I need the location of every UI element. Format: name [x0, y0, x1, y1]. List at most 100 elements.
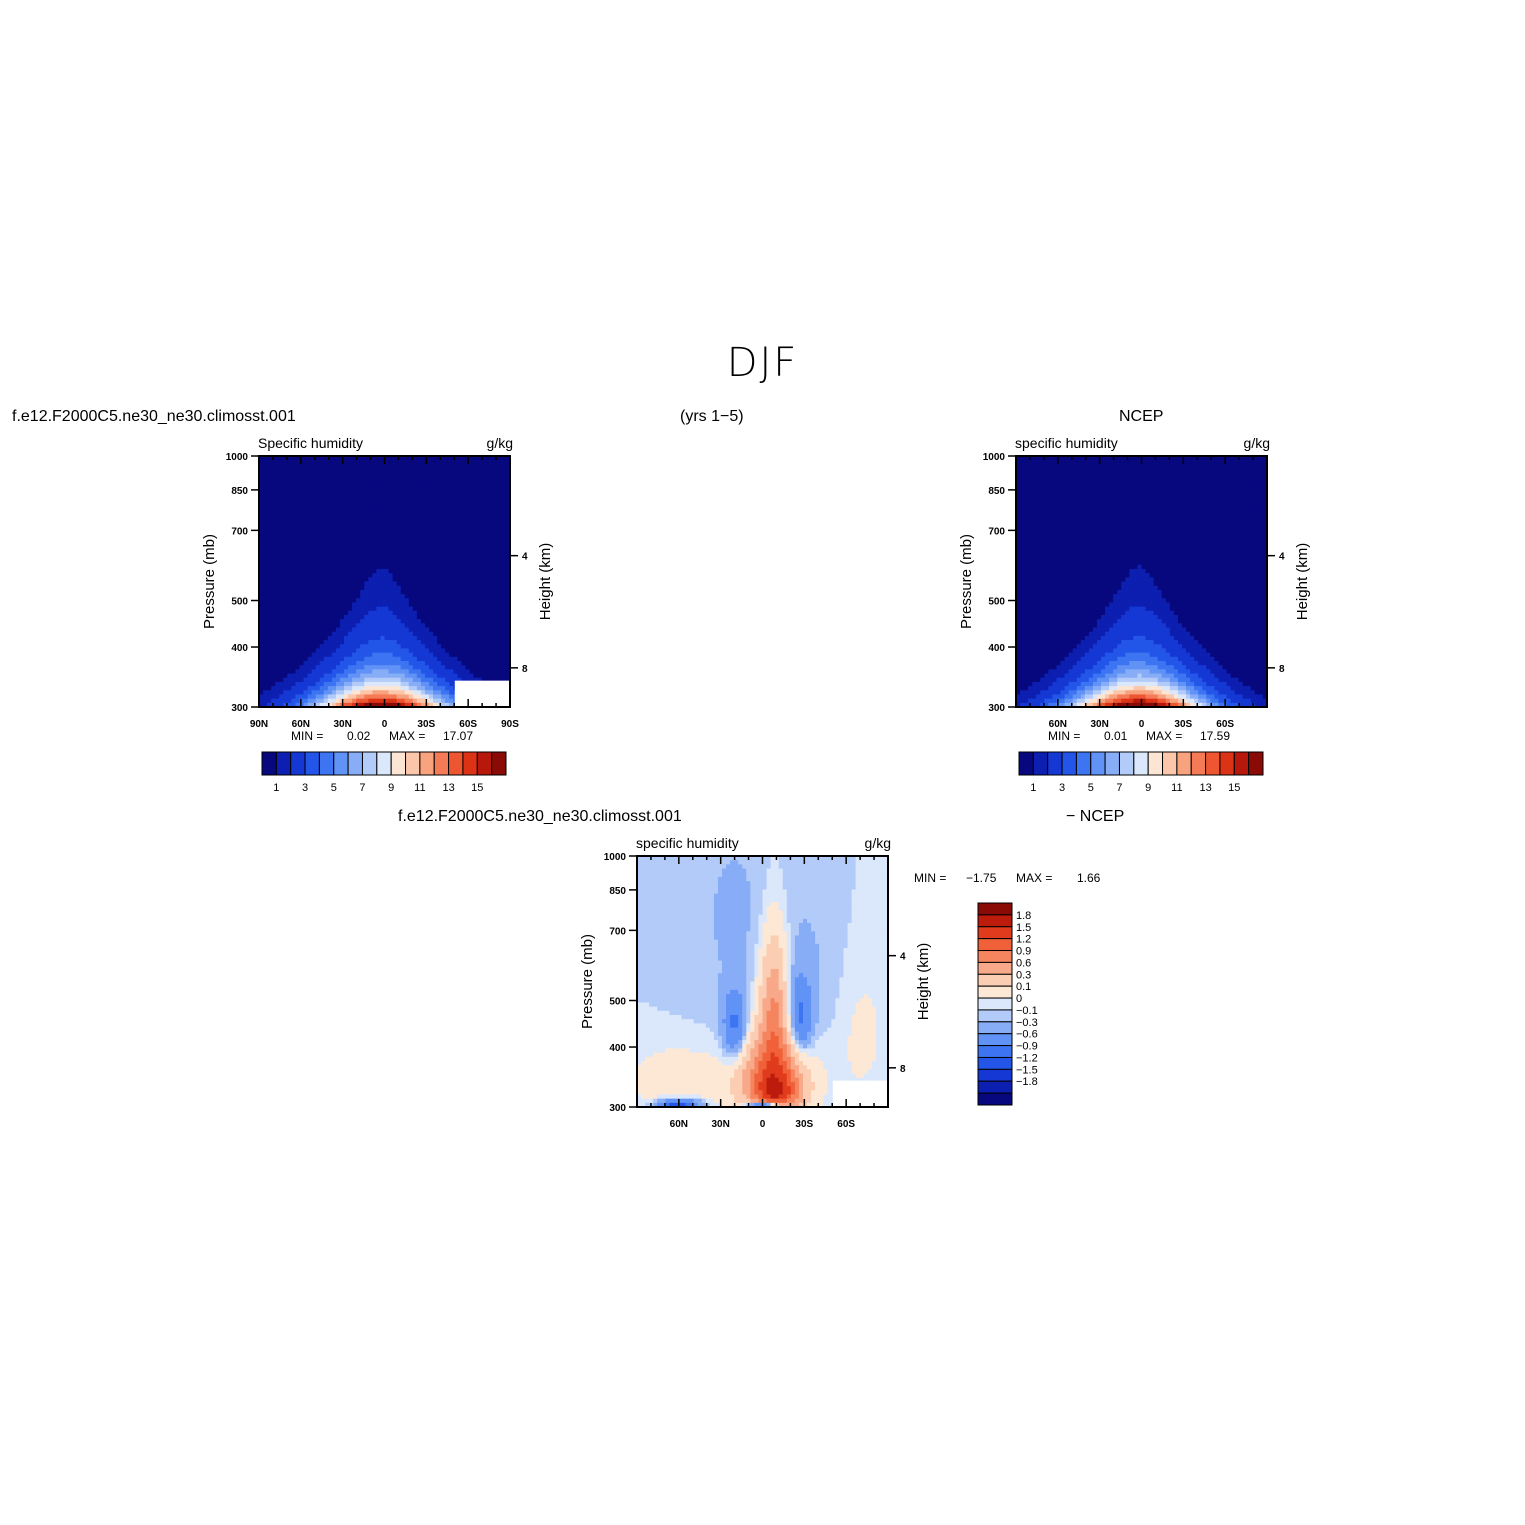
- field-cell: [416, 673, 422, 679]
- field-cell: [283, 493, 288, 499]
- field-cell: [315, 460, 321, 465]
- field-cell: [303, 594, 309, 599]
- field-cell: [481, 606, 487, 612]
- field-cell: [307, 502, 313, 507]
- field-cell: [287, 456, 292, 461]
- field-cell: [307, 506, 313, 511]
- field-cell: [388, 619, 394, 624]
- field-cell: [315, 686, 321, 691]
- field-cell: [1048, 665, 1054, 670]
- field-cell: [392, 468, 398, 474]
- field-cell: [433, 635, 438, 641]
- field-cell: [449, 681, 454, 687]
- field-cell: [420, 464, 426, 470]
- field-cell: [505, 564, 510, 570]
- field-cell: [356, 585, 361, 591]
- field-cell: [400, 627, 406, 633]
- field-cell: [259, 556, 264, 562]
- field-cell: [1068, 527, 1074, 532]
- field-cell: [380, 485, 386, 491]
- field-cell: [295, 677, 301, 683]
- field-cell: [469, 602, 475, 608]
- field-cell: [388, 543, 394, 549]
- field-cell: [356, 573, 361, 578]
- field-cell: [303, 568, 309, 574]
- field-cell: [348, 468, 353, 474]
- field-cell: [1076, 627, 1082, 633]
- field-cell: [299, 652, 305, 658]
- field-cell: [1056, 543, 1062, 549]
- field-cell: [433, 702, 438, 707]
- field-cell: [1068, 581, 1074, 587]
- field-cell: [323, 464, 329, 470]
- field-cell: [364, 677, 369, 683]
- field-cell: [449, 510, 454, 516]
- field-cell: [408, 665, 414, 670]
- field-cell: [396, 640, 402, 645]
- field-cell: [404, 589, 410, 595]
- field-cell: [1020, 623, 1025, 629]
- field-cell: [275, 594, 280, 599]
- field-cell: [303, 556, 309, 562]
- field-cell: [424, 602, 430, 608]
- field-cell: [469, 656, 475, 662]
- field-cell: [1040, 698, 1045, 704]
- field-cell: [1068, 531, 1074, 537]
- field-cell: [1088, 598, 1094, 604]
- field-cell: [1024, 594, 1029, 599]
- field-cell: [295, 493, 301, 499]
- field-cell: [1024, 589, 1029, 595]
- field-cell: [1080, 694, 1086, 700]
- field-cell: [1084, 539, 1090, 545]
- field-cell: [429, 531, 434, 537]
- field-cell: [404, 677, 410, 683]
- field-cell: [275, 619, 280, 624]
- field-cell: [424, 573, 430, 578]
- field-cell: [356, 594, 361, 599]
- field-cell: [420, 514, 426, 520]
- field-cell: [493, 627, 499, 633]
- field-cell: [1084, 585, 1090, 591]
- field-cell: [275, 640, 280, 645]
- field-cell: [364, 560, 369, 566]
- field-cell: [299, 527, 305, 532]
- field-cell: [360, 531, 365, 537]
- field-cell: [364, 635, 369, 641]
- field-cell: [420, 606, 426, 612]
- field-cell: [400, 594, 406, 599]
- field-cell: [372, 677, 377, 683]
- field-cell: [335, 493, 341, 499]
- field-cell: [360, 619, 365, 624]
- field-cell: [396, 573, 402, 578]
- field-cell: [307, 640, 313, 645]
- field-cell: [271, 472, 276, 478]
- field-cell: [424, 589, 430, 595]
- field-cell: [392, 656, 398, 662]
- field-cell: [1072, 493, 1078, 499]
- field-cell: [1028, 602, 1033, 608]
- field-cell: [283, 686, 288, 691]
- field-cell: [469, 456, 475, 461]
- field-cell: [263, 694, 268, 700]
- field-cell: [1048, 619, 1054, 624]
- field-cell: [497, 464, 503, 470]
- field-cell: [1052, 619, 1058, 624]
- field-cell: [267, 598, 272, 604]
- field-cell: [287, 527, 292, 532]
- field-cell: [267, 493, 272, 499]
- field-cell: [473, 619, 479, 624]
- colorbar-swatch: [290, 751, 306, 776]
- field-cell: [1068, 506, 1074, 511]
- field-cell: [469, 514, 475, 520]
- field-cell: [412, 472, 418, 478]
- field-cell: [493, 497, 499, 503]
- field-cell: [1056, 514, 1062, 520]
- field-cell: [477, 573, 483, 578]
- field-cell: [323, 589, 329, 595]
- field-cell: [477, 673, 483, 679]
- field-cell: [1044, 698, 1049, 704]
- field-cell: [287, 577, 292, 583]
- field-cell: [481, 677, 487, 683]
- field-cell: [501, 560, 507, 566]
- field-cell: [299, 648, 305, 654]
